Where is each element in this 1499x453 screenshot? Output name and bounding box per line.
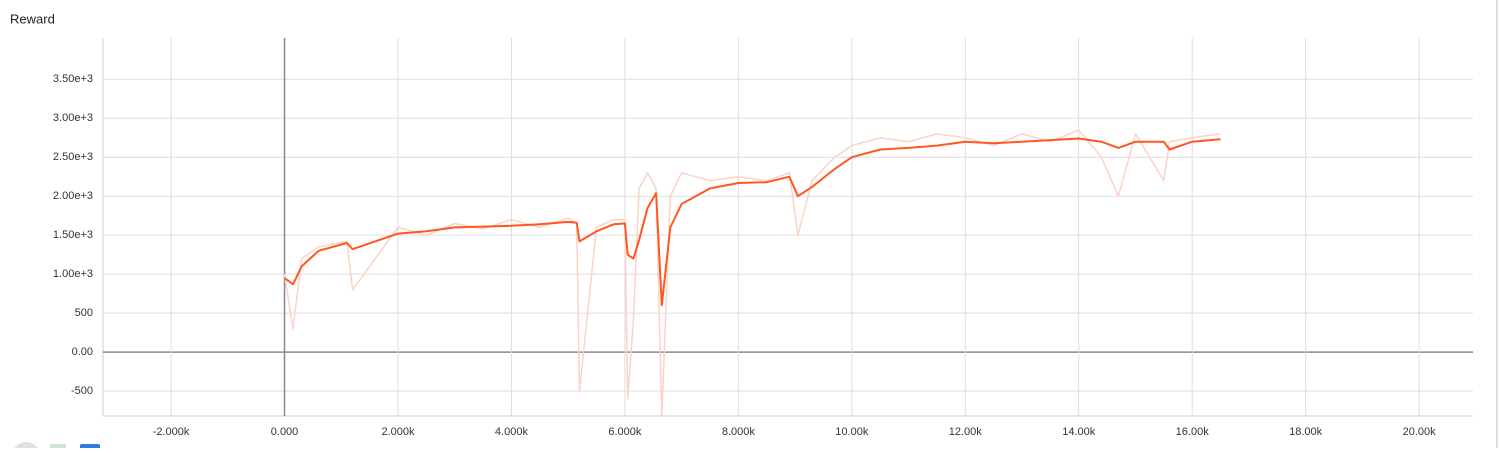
series-line: [283, 129, 1221, 416]
chart-title: Reward: [10, 11, 55, 26]
x-tick-label: 20.00k: [1403, 426, 1437, 438]
toolbar-icon[interactable]: [12, 442, 40, 453]
y-tick-label: 1.00e+3: [53, 268, 93, 280]
toolbar-icon[interactable]: [80, 444, 100, 453]
x-tick-label: 4.000k: [495, 426, 529, 438]
y-tick-label: 3.00e+3: [53, 112, 93, 124]
y-tick-label: 3.50e+3: [53, 73, 93, 85]
x-tick-label: 0.000: [271, 426, 299, 438]
x-tick-label: 16.00k: [1176, 426, 1210, 438]
series-line: [283, 137, 1221, 307]
x-tick-label: 2.000k: [381, 426, 415, 438]
y-tick-label: 1.50e+3: [53, 229, 93, 241]
x-tick-label: 6.000k: [608, 426, 642, 438]
y-tick-label: 0.00: [72, 346, 93, 358]
y-tick-label: 2.50e+3: [53, 151, 93, 163]
toolbar-icon[interactable]: [50, 444, 66, 453]
x-tick-label: 14.00k: [1062, 426, 1096, 438]
y-tick-label: 2.00e+3: [53, 190, 93, 202]
x-tick-label: 10.00k: [835, 426, 869, 438]
x-tick-label: 18.00k: [1289, 426, 1323, 438]
x-tick-label: 12.00k: [949, 426, 983, 438]
x-tick-label: 8.000k: [722, 426, 756, 438]
x-tick-label: -2.000k: [153, 426, 190, 438]
y-tick-label: 500: [75, 307, 93, 319]
y-tick-label: -500: [71, 385, 93, 397]
